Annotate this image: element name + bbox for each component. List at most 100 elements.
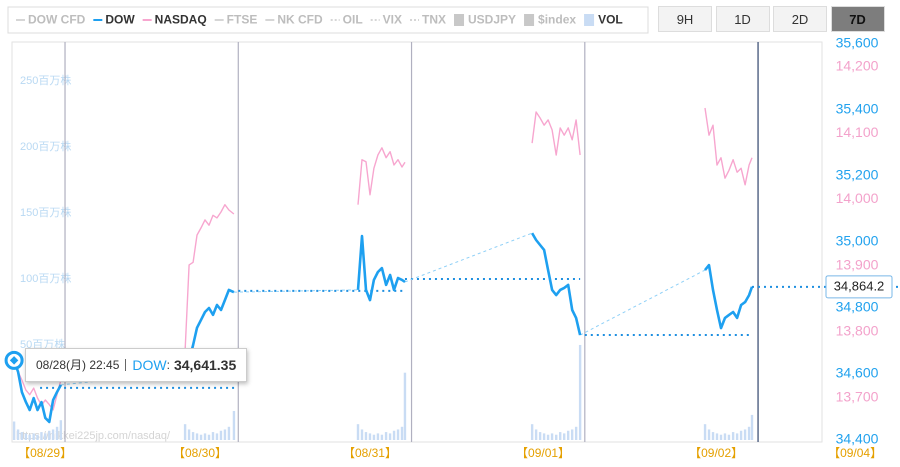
- volume-bar: [578, 344, 582, 440]
- volume-bar: [380, 434, 384, 440]
- range-button[interactable]: 2D: [773, 6, 827, 32]
- volume-bar: [711, 432, 715, 440]
- volume-bar: [195, 433, 199, 440]
- legend-swatch: [584, 14, 595, 26]
- legend-label: NASDAQ: [155, 13, 207, 27]
- y2-tick-label: 14,200: [836, 58, 879, 74]
- volume-bar: [735, 433, 739, 440]
- x-tick-label: 【08/29】: [18, 446, 72, 460]
- volume-bar: [368, 433, 372, 440]
- legend-label: OIL: [343, 13, 363, 27]
- vol-tick-label: 150百万株: [20, 205, 71, 219]
- tooltip-series: DOW: [132, 357, 167, 373]
- volume-bar: [538, 432, 542, 440]
- x-tick-label: 【08/31】: [343, 446, 397, 460]
- volume-bar: [360, 429, 364, 440]
- volume-bar: [403, 372, 407, 440]
- volume-bar: [203, 433, 207, 440]
- range-button[interactable]: 1D: [715, 6, 770, 32]
- volume-bar: [187, 429, 191, 440]
- volume-bar: [372, 434, 376, 440]
- legend-label: TNX: [422, 13, 446, 27]
- volume-bar: [384, 432, 388, 440]
- legend-swatch: [454, 14, 465, 26]
- vol-tick-label: 250百万株: [20, 73, 71, 87]
- tooltip: 08/28(月) 22:45 DOW : 34,641.35: [25, 348, 248, 382]
- volume-bar: [40, 432, 43, 440]
- range-button[interactable]: 9H: [658, 6, 712, 32]
- volume-bar: [376, 433, 380, 440]
- volume-bar: [227, 426, 231, 440]
- gap-connector: [233, 289, 359, 293]
- legend-label: USDJPY: [468, 13, 516, 27]
- volume-bar: [51, 429, 55, 440]
- y-tick-label: 34,600: [836, 365, 879, 381]
- volume-bar: [570, 429, 574, 440]
- volume-bar: [750, 414, 754, 440]
- volume-bar: [12, 421, 16, 440]
- volume-bar: [191, 432, 195, 440]
- y2-tick-label: 13,700: [836, 389, 879, 405]
- volume-bar: [32, 433, 35, 440]
- volume-bar: [719, 434, 723, 440]
- vol-tick-label: 50百万株: [20, 337, 65, 351]
- current-value-badge: [825, 275, 893, 299]
- tooltip-delimiter: :: [166, 358, 170, 372]
- volume-bar: [703, 424, 707, 440]
- volume-bar: [542, 433, 546, 440]
- volume-bar: [550, 433, 554, 440]
- volume-bar: [215, 433, 219, 440]
- volume-bar: [707, 429, 711, 440]
- legend-label: VIX: [383, 13, 402, 27]
- volume-bar: [219, 430, 223, 440]
- volume-bar: [715, 433, 719, 440]
- y-tick-label: 34,400: [836, 431, 879, 447]
- y-tick-label: 35,600: [836, 35, 879, 51]
- volume-bar: [24, 433, 28, 440]
- volume-bar: [48, 430, 51, 440]
- y2-tick-label: 13,900: [836, 256, 879, 272]
- plot-area: [11, 41, 823, 443]
- volume-bar: [555, 434, 558, 440]
- legend-label: $index: [538, 13, 576, 27]
- legend-label: FTSE: [227, 13, 258, 27]
- tooltip-marker-diamond: [9, 356, 19, 365]
- volume-bar: [574, 426, 578, 440]
- x-tick-label: 【09/01】: [516, 446, 570, 460]
- volume-bar: [59, 420, 63, 440]
- volume-bar: [232, 410, 236, 440]
- vol-tick-label: 200百万株: [20, 139, 71, 153]
- volume-bar: [731, 432, 735, 440]
- volume-bar: [530, 424, 534, 440]
- current-value-label: 34,864.2: [834, 278, 885, 293]
- y-tick-label: 35,200: [836, 167, 879, 183]
- volume-bar: [392, 430, 396, 440]
- watermark: https://nikkei225jp.com/nasdaq/: [16, 430, 171, 442]
- volume-bar: [36, 434, 39, 440]
- volume-bar: [747, 426, 751, 440]
- legend-box: [7, 6, 649, 34]
- volume-bar: [28, 434, 31, 440]
- volume-bar: [199, 434, 203, 440]
- volume-bar: [562, 433, 566, 440]
- vol-tick-label: 100百万株: [20, 271, 71, 285]
- y-tick-label: 35,000: [836, 233, 879, 249]
- legend-label: DOW: [105, 13, 135, 27]
- volume-bar: [20, 432, 24, 440]
- volume-bar: [356, 424, 360, 440]
- volume-bar: [723, 433, 727, 440]
- volume-bar: [396, 429, 400, 440]
- y-tick-label: 34,800: [836, 299, 879, 315]
- volume-bar: [223, 429, 227, 440]
- volume-bar: [388, 433, 392, 440]
- volume-bar: [207, 434, 211, 440]
- x-tick-label: 【09/02】: [689, 446, 743, 460]
- range-button[interactable]: 7D: [830, 6, 885, 32]
- volume-bar: [739, 430, 743, 440]
- volume-bar: [211, 432, 215, 440]
- legend-label: VOL: [598, 13, 623, 27]
- series-line: [12, 232, 754, 424]
- volume-bar: [743, 429, 747, 440]
- y2-tick-label: 14,100: [836, 124, 879, 140]
